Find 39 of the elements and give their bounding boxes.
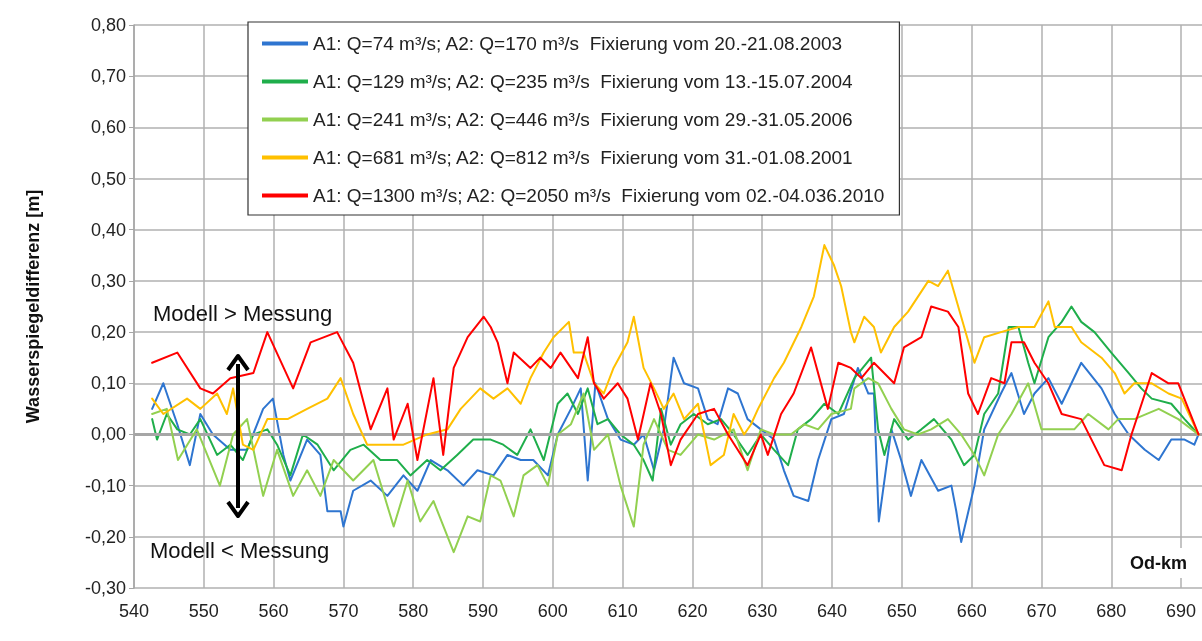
y-tick-label: -0,30 [84, 578, 126, 598]
legend-label: A1: Q=241 m³/s; A2: Q=446 m³/s Fixierung vom 29.-31.05.2006 [313, 109, 853, 130]
x-tick-label: 550 [188, 601, 219, 621]
x-tick-label: 650 [886, 601, 917, 621]
x-tick-label: 580 [398, 601, 429, 621]
x-tick-label: 630 [747, 601, 778, 621]
x-tick-label: 660 [956, 601, 987, 621]
annotation: Modell < Messung [150, 537, 330, 563]
y-tick-label: 0,00 [90, 424, 126, 445]
y-tick-label: -0,20 [84, 526, 126, 547]
y-tick-label: 0,10 [90, 373, 126, 394]
legend-label: A1: Q=129 m³/s; A2: Q=235 m³/s Fixierung vom 13.-15.07.2004 [313, 71, 854, 92]
x-tick-label: 670 [1026, 601, 1057, 621]
x-tick-label: 640 [817, 601, 848, 621]
x-tick-label: 690 [1166, 601, 1197, 621]
x-tick-label: 560 [258, 601, 289, 621]
x-tick-label: 540 [118, 601, 150, 621]
y-tick-label: 0,60 [90, 117, 126, 138]
y-tick-label: 0,80 [90, 15, 126, 35]
legend-label: A1: Q=681 m³/s; A2: Q=812 m³/s Fixierung vom 31.-01.08.2001 [313, 147, 853, 168]
y-tick-label: -0,10 [84, 475, 126, 496]
line-series [151, 356, 1200, 543]
x-tick-label: 610 [607, 601, 638, 621]
annotation: Modell > Messung [153, 300, 333, 326]
x-tick-label: 590 [468, 601, 499, 621]
x-tick-label: 570 [328, 601, 359, 621]
line-series [151, 244, 1200, 467]
y-axis-title: Wasserspiegeldifferenz [m] [23, 189, 43, 424]
x-axis-title: Od-km [1130, 553, 1188, 573]
y-tick-label: 0,20 [90, 322, 126, 343]
y-tick-label: 0,40 [90, 219, 126, 240]
y-tick-label: 0,70 [90, 66, 126, 87]
legend-label: A1: Q=74 m³/s; A2: Q=170 m³/s Fixierung vom 20.-21.08.2003 [313, 33, 843, 54]
x-tick-label: 680 [1096, 601, 1127, 621]
x-tick-label: 600 [537, 601, 568, 621]
y-tick-label: 0,50 [90, 168, 126, 189]
legend-label: A1: Q=1300 m³/s; A2: Q=2050 m³/s Fixierung vom 02.-04.036.2010 [313, 185, 885, 206]
y-tick-label: 0,30 [90, 270, 126, 291]
x-tick-label: 620 [677, 601, 708, 621]
